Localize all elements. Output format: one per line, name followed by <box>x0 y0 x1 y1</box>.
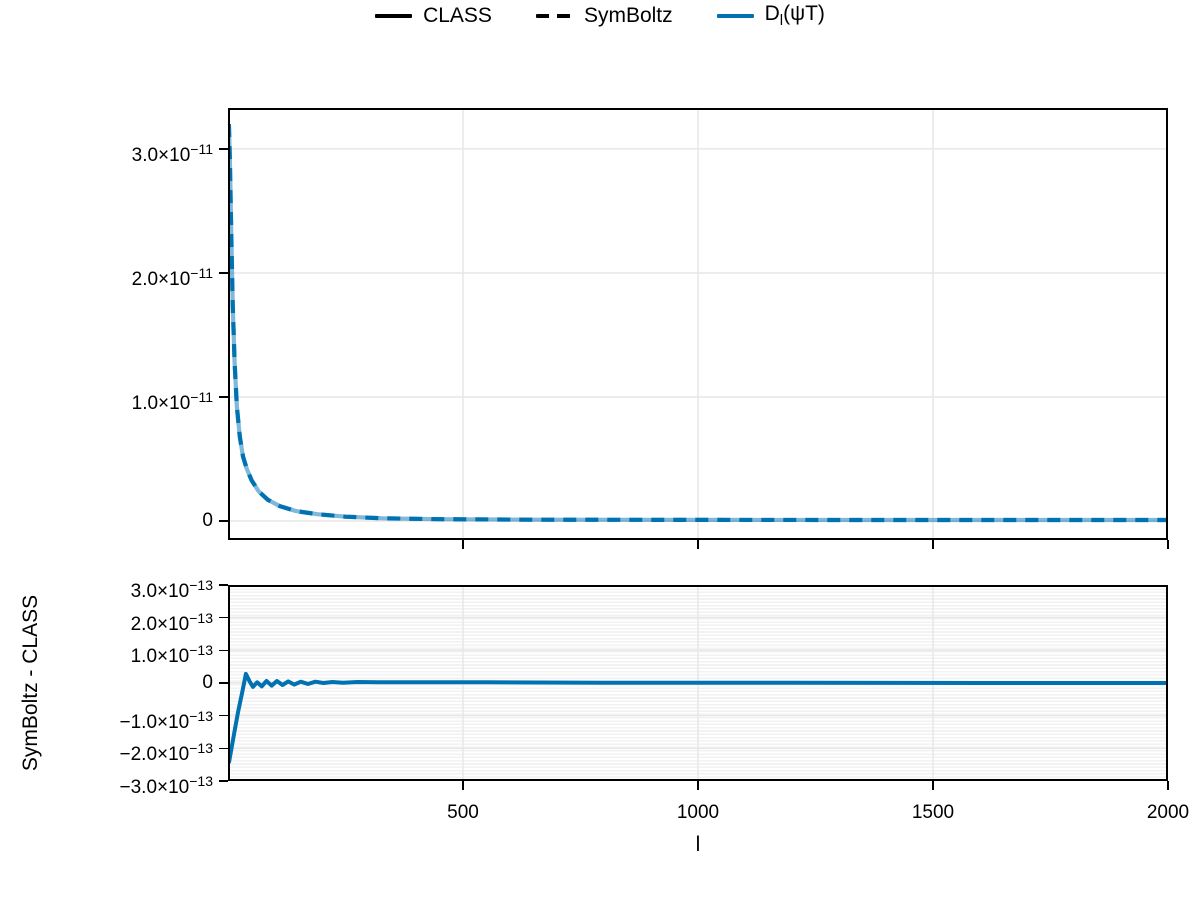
y-tick-label: 3.0×10−11 <box>131 140 213 166</box>
y-tick-label: 3.0×10−13 <box>130 577 213 602</box>
x-tick-label: 2000 <box>1146 802 1190 823</box>
legend-label-class: CLASS <box>423 4 492 27</box>
legend-item-dl: Dl(ψT) <box>716 2 825 30</box>
y-tick-label: 1.0×10−11 <box>131 388 213 414</box>
x-tick-label: 1000 <box>676 802 720 823</box>
legend-item-class: CLASS <box>375 4 492 28</box>
residual-plot <box>228 585 1168 781</box>
y-axis-label-residual: SymBoltz - CLASS <box>19 594 42 772</box>
legend: CLASS SymBoltz Dl(ψT) <box>0 0 1200 32</box>
residual-panel <box>228 585 1168 781</box>
legend-label-dl: Dl(ψT) <box>764 2 825 30</box>
blue-line-icon <box>716 14 754 18</box>
y-tick-label: −2.0×10−13 <box>119 740 214 766</box>
x-tick-label: 500 <box>447 802 479 823</box>
y-tick-label: −1.0×10−13 <box>119 707 214 733</box>
spectrum-plot <box>228 108 1168 540</box>
legend-label-symboltz: SymBoltz <box>583 4 673 27</box>
x-axis-label: l <box>695 833 701 856</box>
y-tick-label: −3.0×10−13 <box>119 773 214 798</box>
y-tick-label: 0 <box>202 672 213 693</box>
dashed-line-icon <box>535 14 573 18</box>
x-tick-label: 1500 <box>911 802 955 823</box>
legend-item-symboltz: SymBoltz <box>535 4 673 28</box>
y-tick-label: 2.0×10−11 <box>131 264 213 290</box>
y-tick-label: 2.0×10−13 <box>130 609 213 635</box>
y-tick-label: 1.0×10−13 <box>130 642 213 668</box>
y-tick-label: 0 <box>202 510 213 532</box>
spectrum-panel <box>228 108 1168 540</box>
solid-line-icon <box>375 14 413 18</box>
